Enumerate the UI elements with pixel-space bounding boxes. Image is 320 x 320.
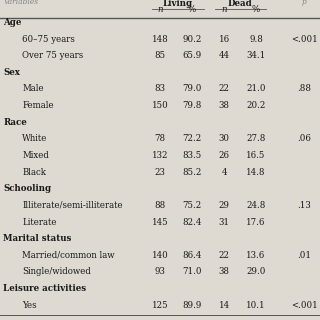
Text: .06: .06 — [297, 134, 311, 143]
Text: Sex: Sex — [3, 68, 20, 77]
Text: 29: 29 — [219, 201, 229, 210]
Text: Schooling: Schooling — [3, 184, 51, 193]
Text: Male: Male — [22, 84, 44, 93]
Text: n: n — [157, 5, 163, 14]
Text: 13.6: 13.6 — [246, 251, 266, 260]
Text: 145: 145 — [152, 218, 168, 227]
Text: 65.9: 65.9 — [182, 51, 202, 60]
Text: 10.1: 10.1 — [246, 301, 266, 310]
Text: 31: 31 — [219, 218, 229, 227]
Text: 90.2: 90.2 — [182, 35, 202, 44]
Text: .88: .88 — [297, 84, 311, 93]
Text: 23: 23 — [155, 168, 165, 177]
Text: Over 75 years: Over 75 years — [22, 51, 84, 60]
Text: <.001: <.001 — [291, 35, 317, 44]
Text: 16: 16 — [219, 35, 229, 44]
Text: Black: Black — [22, 168, 46, 177]
Text: 83: 83 — [155, 84, 165, 93]
Text: p: p — [302, 0, 306, 6]
Text: Leisure activities: Leisure activities — [3, 284, 86, 293]
Text: 125: 125 — [152, 301, 168, 310]
Text: Living: Living — [163, 0, 193, 8]
Text: 16.5: 16.5 — [246, 151, 266, 160]
Text: 20.2: 20.2 — [246, 101, 266, 110]
Text: 79.0: 79.0 — [182, 84, 202, 93]
Text: 79.8: 79.8 — [182, 101, 202, 110]
Text: Mixed: Mixed — [22, 151, 49, 160]
Text: 21.0: 21.0 — [246, 84, 266, 93]
Text: 85.2: 85.2 — [182, 168, 202, 177]
Text: 38: 38 — [219, 268, 229, 276]
Text: 82.4: 82.4 — [182, 218, 202, 227]
Text: Female: Female — [22, 101, 54, 110]
Text: n: n — [221, 5, 227, 14]
Text: Yes: Yes — [22, 301, 37, 310]
Text: 71.0: 71.0 — [182, 268, 202, 276]
Text: 148: 148 — [152, 35, 168, 44]
Text: 22: 22 — [219, 251, 229, 260]
Text: 30: 30 — [219, 134, 229, 143]
Text: 34.1: 34.1 — [246, 51, 266, 60]
Text: Married/common law: Married/common law — [22, 251, 115, 260]
Text: Marital status: Marital status — [3, 234, 72, 243]
Text: 86.4: 86.4 — [182, 251, 202, 260]
Text: Age: Age — [3, 18, 21, 27]
Text: Literate: Literate — [22, 218, 57, 227]
Text: 29.0: 29.0 — [246, 268, 266, 276]
Text: 4: 4 — [221, 168, 227, 177]
Text: 38: 38 — [219, 101, 229, 110]
Text: 78: 78 — [155, 134, 165, 143]
Text: 22: 22 — [219, 84, 229, 93]
Text: .13: .13 — [297, 201, 311, 210]
Text: Race: Race — [3, 118, 27, 127]
Text: 24.8: 24.8 — [246, 201, 266, 210]
Text: Illiterate/semi-illiterate: Illiterate/semi-illiterate — [22, 201, 123, 210]
Text: 83.5: 83.5 — [182, 151, 202, 160]
Text: 17.6: 17.6 — [246, 218, 266, 227]
Text: 85: 85 — [155, 51, 165, 60]
Text: White: White — [22, 134, 48, 143]
Text: 9.8: 9.8 — [249, 35, 263, 44]
Text: 14: 14 — [219, 301, 229, 310]
Text: 72.2: 72.2 — [182, 134, 202, 143]
Text: 60–75 years: 60–75 years — [22, 35, 75, 44]
Text: %: % — [188, 5, 196, 14]
Text: 26: 26 — [219, 151, 229, 160]
Text: Dead: Dead — [228, 0, 252, 8]
Text: 89.9: 89.9 — [182, 301, 202, 310]
Text: Variables: Variables — [3, 0, 38, 6]
Text: 44: 44 — [219, 51, 229, 60]
Text: 150: 150 — [152, 101, 168, 110]
Text: 88: 88 — [154, 201, 166, 210]
Text: %: % — [252, 5, 260, 14]
Text: 75.2: 75.2 — [182, 201, 202, 210]
Text: 27.8: 27.8 — [246, 134, 266, 143]
Text: 140: 140 — [152, 251, 168, 260]
Text: Single/widowed: Single/widowed — [22, 268, 91, 276]
Text: 93: 93 — [155, 268, 165, 276]
Text: .01: .01 — [297, 251, 311, 260]
Text: 132: 132 — [152, 151, 168, 160]
Text: <.001: <.001 — [291, 301, 317, 310]
Text: 14.8: 14.8 — [246, 168, 266, 177]
